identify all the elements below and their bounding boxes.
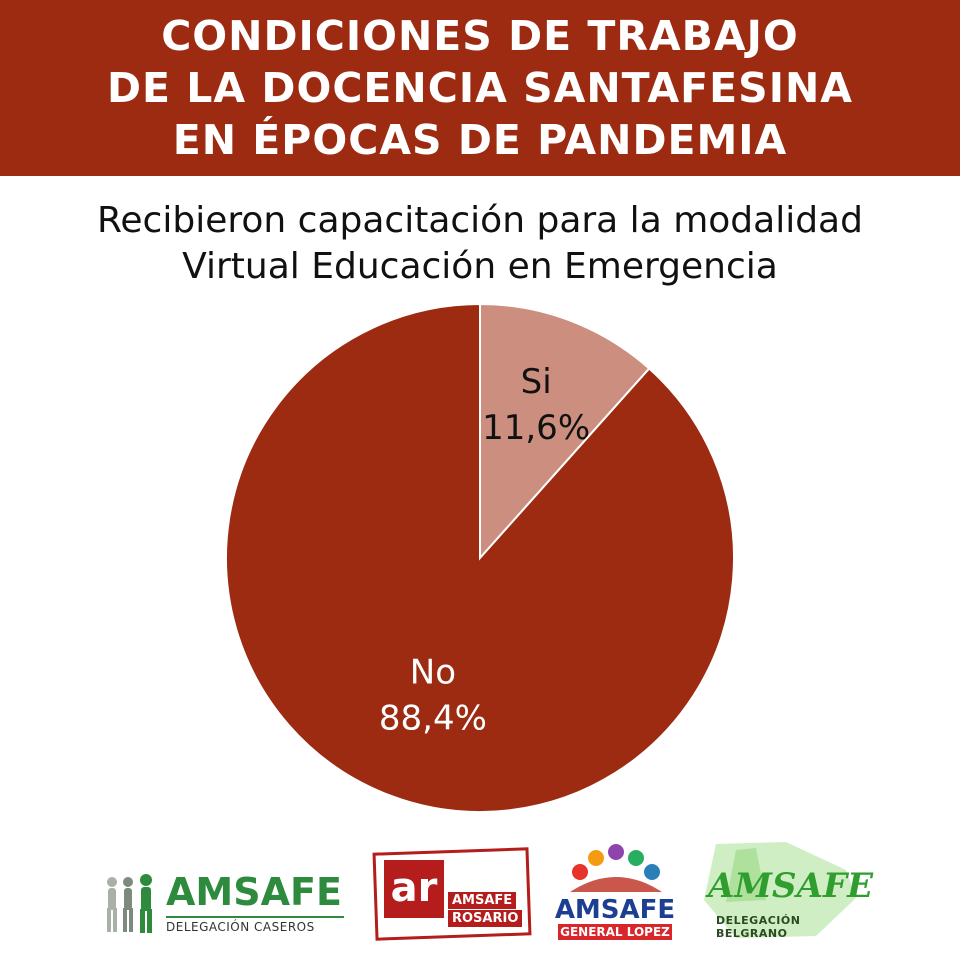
logo-rosario-line-1: AMSAFE bbox=[448, 892, 517, 909]
chart-title-line-2: Virtual Educación en Emergencia bbox=[182, 246, 778, 287]
header-line-1: CONDICIONES DE TRABAJO bbox=[161, 12, 799, 60]
colorful-people-icon bbox=[570, 844, 662, 892]
logo-lopez-subtitle: GENERAL LOPEZ bbox=[558, 924, 672, 940]
logo-belgrano-name: AMSAFE bbox=[708, 866, 874, 906]
chart-title-line-1: Recibieron capacitación para la modalida… bbox=[97, 200, 863, 241]
pie-slice-no-label: No bbox=[410, 652, 456, 692]
header-line-3: EN ÉPOCAS DE PANDEMIA bbox=[172, 116, 788, 164]
pie-slice-si-value: 11,6% bbox=[482, 408, 590, 448]
logo-belgrano-subtitle: DELEGACIÓN BELGRANO bbox=[716, 914, 801, 940]
chart-title: Recibieron capacitación para la modalida… bbox=[0, 198, 960, 290]
logo-caseros-name: AMSAFE bbox=[166, 870, 342, 914]
logo-caseros-subtitle: DELEGACIÓN CASEROS bbox=[166, 916, 344, 934]
walking-people-icon bbox=[107, 874, 152, 933]
pie-slice-no bbox=[225, 302, 735, 813]
logo-rosario-mark: ar bbox=[384, 860, 444, 918]
header-banner: CONDICIONES DE TRABAJO DE LA DOCENCIA SA… bbox=[0, 0, 960, 176]
pie-slice-si-label: Si bbox=[521, 362, 552, 402]
pie-slice-no-value: 88,4% bbox=[379, 698, 487, 738]
pie-slice-si bbox=[479, 302, 651, 561]
logo-lopez-name: AMSAFE bbox=[554, 895, 676, 925]
pie-chart: Si 11,6% No 88,4% bbox=[225, 302, 735, 813]
province-map-icon bbox=[704, 842, 856, 938]
logo-amsafe-general-lopez: AMSAFE GENERAL LOPEZ bbox=[552, 842, 678, 942]
header-line-2: DE LA DOCENCIA SANTAFESINA bbox=[106, 64, 854, 112]
logo-amsafe-belgrano: AMSAFE DELEGACIÓN BELGRANO bbox=[696, 840, 873, 940]
logo-amsafe-rosario: ar AMSAFE ROSARIO bbox=[370, 842, 532, 941]
logo-strip: AMSAFE DELEGACIÓN CASEROS ar AMSAFE ROSA… bbox=[0, 836, 960, 946]
logo-amsafe-caseros: AMSAFE DELEGACIÓN CASEROS bbox=[102, 870, 346, 936]
logo-rosario-line-2: ROSARIO bbox=[448, 910, 523, 927]
